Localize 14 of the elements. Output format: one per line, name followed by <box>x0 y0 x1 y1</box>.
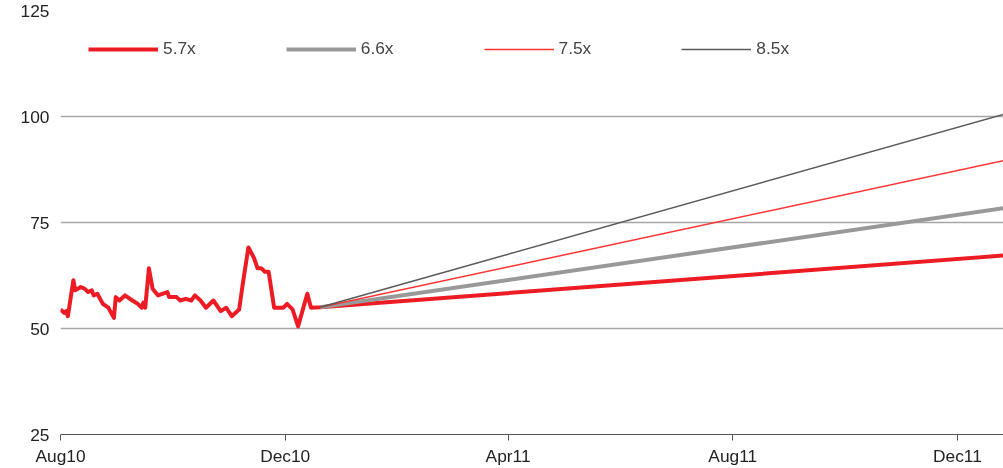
legend-label: 8.5x <box>756 38 790 59</box>
legend-label: 7.5x <box>558 38 592 59</box>
x-tick-label: Aug11 <box>708 445 758 466</box>
y-tick-label: 50 <box>30 318 50 339</box>
legend-label: 5.7x <box>163 38 196 59</box>
y-tick-label: 100 <box>20 106 50 127</box>
x-tick-label: Apr11 <box>485 445 531 466</box>
y-tick-label: 25 <box>30 424 50 445</box>
y-tick-label: 125 <box>20 0 50 21</box>
legend-label: 6.6x <box>360 38 394 59</box>
x-tick-label: Dec10 <box>260 445 311 466</box>
x-tick-label: Dec11 <box>933 445 982 466</box>
y-tick-label: 75 <box>30 212 50 233</box>
x-tick-label: Aug10 <box>35 445 86 466</box>
